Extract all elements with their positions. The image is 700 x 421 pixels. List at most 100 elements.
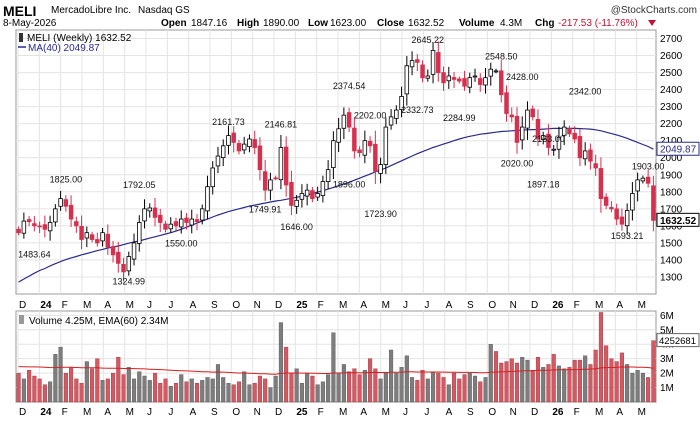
- volume-bar-down: [436, 372, 441, 403]
- x-tick-label: M: [595, 407, 603, 418]
- candle-up: [205, 186, 210, 212]
- candle-up: [131, 242, 137, 260]
- x-tick-label: N: [510, 300, 517, 311]
- ma-value-label: 2049.87: [660, 145, 697, 156]
- candle-up: [483, 77, 488, 86]
- price-tick-label: 1700: [660, 204, 683, 215]
- volume-bar-down: [105, 378, 110, 403]
- change-label: Chg: [535, 18, 554, 29]
- volume-bar-up: [472, 375, 478, 403]
- x-tick-label: D: [275, 407, 282, 418]
- candle-up: [199, 208, 205, 221]
- x-tick-label: 25: [296, 407, 308, 418]
- candle-up: [630, 193, 635, 211]
- x-tick-label: J: [168, 300, 173, 311]
- candle-down: [116, 251, 121, 264]
- candle-up: [320, 181, 326, 196]
- volume-tick-label: 5M: [660, 325, 674, 336]
- volume-bar-up: [84, 361, 89, 403]
- candle-down: [283, 146, 289, 186]
- x-tick-label: O: [232, 300, 240, 311]
- volume-bar-down: [184, 381, 189, 403]
- price-annotation: 2342.00: [569, 86, 602, 96]
- volume-bar-down: [111, 372, 116, 403]
- volume-bar-up: [525, 359, 530, 403]
- candle-down: [95, 239, 100, 244]
- volume-legend: Volume 4.25M, EMA(60) 2.34M: [19, 315, 169, 327]
- volume-bar-down: [478, 381, 483, 403]
- volume-bar-up: [131, 378, 137, 403]
- legend-ma-text: MA(40) 2049.87: [28, 43, 100, 54]
- volume-ema-layer: [18, 366, 654, 375]
- x-tick-label: D: [19, 407, 26, 418]
- x-tick-label: F: [62, 300, 68, 311]
- volume-bar-down: [509, 358, 514, 403]
- volume-bar-down: [79, 383, 84, 403]
- x-tick-label: M: [638, 407, 646, 418]
- volume-bar-down: [504, 361, 509, 403]
- price-annotation: 1483.64: [18, 250, 51, 260]
- price-annotation: 2548.50: [485, 51, 518, 61]
- volume-bar-down: [32, 375, 37, 403]
- legend-candle-swatch: [19, 33, 23, 42]
- price-annotation: 1646.00: [280, 222, 313, 232]
- candle-down: [373, 143, 378, 172]
- candle-down: [415, 59, 420, 63]
- volume-bar-up: [305, 372, 310, 403]
- x-tick-label: 26: [552, 407, 564, 418]
- x-tick-label: M: [126, 407, 134, 418]
- x-tick-label: J: [147, 407, 152, 418]
- candle-down: [572, 132, 577, 140]
- volume-bar-down: [347, 371, 352, 403]
- volume-bar-up: [299, 383, 304, 403]
- price-annotation: 1550.00: [165, 238, 198, 248]
- x-tick-label: D: [19, 300, 26, 311]
- volume-bar-down: [252, 383, 257, 403]
- volume-bar-down: [530, 370, 535, 403]
- legend-price-text: MELI (Weekly) 1632.52: [27, 33, 132, 44]
- candle-up: [299, 193, 305, 200]
- x-tick-label: D: [275, 300, 282, 311]
- candle-down: [158, 214, 163, 223]
- x-tick-label: J: [424, 407, 429, 418]
- volume-bar-down: [535, 357, 541, 403]
- volume-bar-down: [263, 378, 268, 403]
- candle-down: [231, 132, 236, 143]
- volume-bar-down: [37, 378, 42, 403]
- candle-down: [289, 182, 294, 206]
- volume-bar-down: [457, 378, 462, 403]
- volume-bar-up: [210, 378, 215, 403]
- volume-bar-up: [640, 372, 645, 403]
- candle-down: [42, 224, 48, 230]
- candle-up: [551, 148, 556, 151]
- candle-down: [614, 208, 619, 220]
- volume-bar-up: [378, 378, 383, 403]
- open-label: Open: [161, 18, 187, 29]
- volume-bar-up: [625, 364, 630, 403]
- x-tick-label: S: [211, 407, 218, 418]
- volume-bar-down: [646, 377, 651, 403]
- volume-bar-down: [462, 374, 467, 403]
- volume-bar-up: [179, 374, 184, 403]
- x-tick-label: J: [403, 300, 408, 311]
- candle-up: [142, 208, 147, 222]
- candle-up: [493, 70, 499, 73]
- x-tick-label: F: [62, 407, 68, 418]
- price-tick-label: 2000: [660, 153, 683, 164]
- candle-down: [504, 92, 509, 114]
- x-tick-label: F: [318, 300, 324, 311]
- candle-up: [179, 218, 184, 228]
- volume-bar-down: [116, 357, 121, 403]
- x-tick-label: A: [616, 407, 623, 418]
- candle-up: [147, 207, 153, 212]
- x-tick-label: J: [403, 407, 408, 418]
- price-annotation: 2374.54: [333, 81, 366, 91]
- volume-x-axis: D 24 F M A M J J A S O N D 25 F M A M J J A S O N D 26 F M A M: [19, 407, 646, 418]
- volume-bar-down: [231, 384, 236, 403]
- candle-down: [16, 228, 21, 234]
- candle-down: [441, 72, 446, 84]
- price-tick-label: 1600: [660, 221, 683, 232]
- volume-bar-down: [567, 367, 572, 403]
- volume-bar-down: [451, 372, 457, 403]
- candle-down: [598, 168, 604, 200]
